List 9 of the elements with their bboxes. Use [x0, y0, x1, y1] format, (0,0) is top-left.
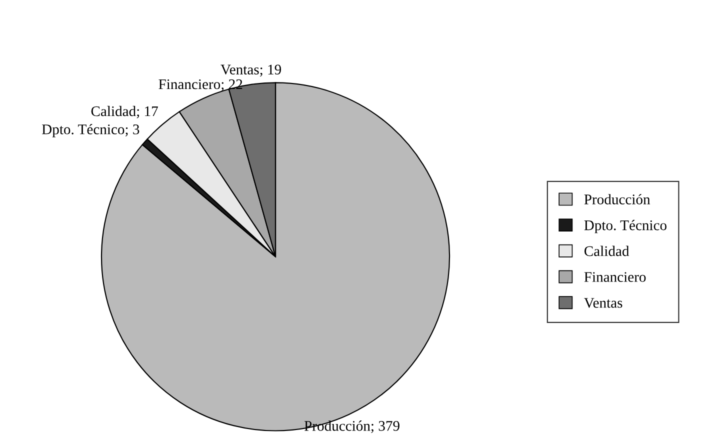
data-label: Calidad; 17: [91, 106, 158, 118]
legend-label: Producción: [584, 194, 650, 204]
legend-label: Ventas: [584, 298, 622, 308]
data-label: Producción; 379: [304, 420, 400, 433]
data-label: Dpto. Técnico; 3: [42, 124, 140, 138]
data-label: Ventas; 19: [220, 64, 282, 77]
legend-label: Calidad: [584, 246, 630, 256]
legend-label: Dpto. Técnico: [584, 220, 666, 234]
legend-label: Financiero: [584, 272, 646, 282]
